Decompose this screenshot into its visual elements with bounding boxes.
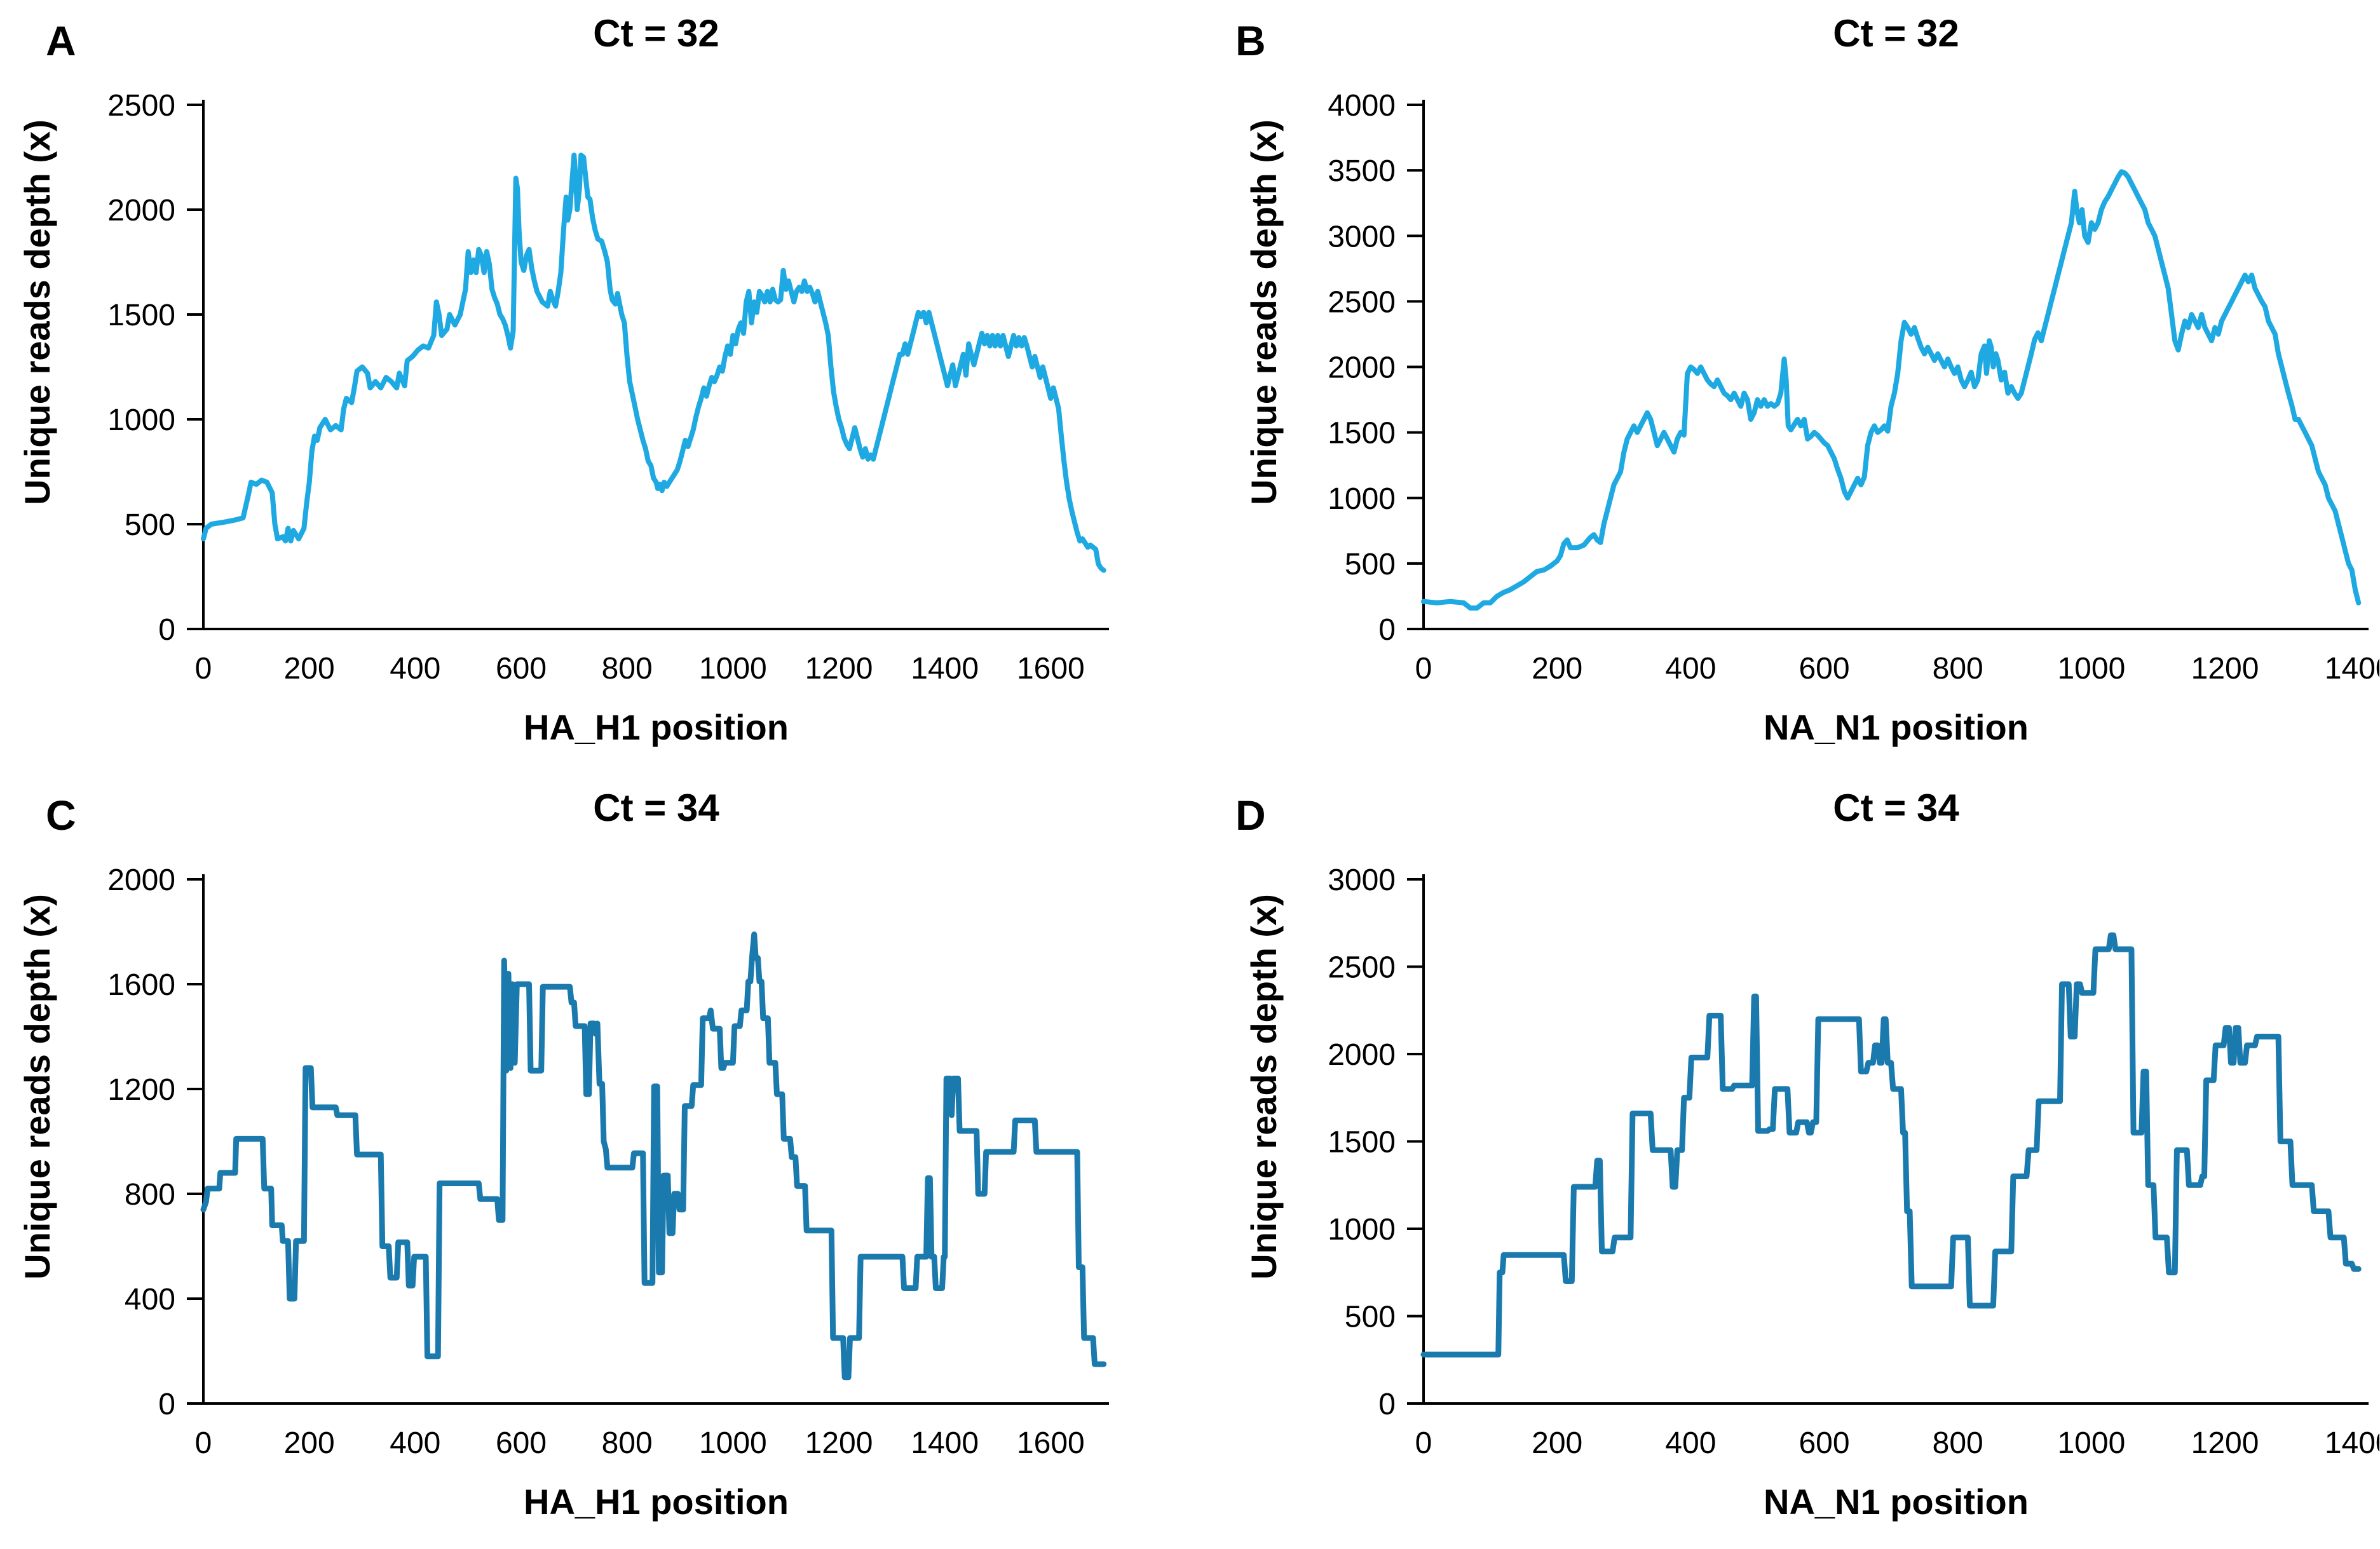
x-tick-label: 200 <box>1532 1426 1582 1460</box>
panel-letter-a: A <box>46 17 76 64</box>
x-tick-label: 0 <box>195 1426 212 1460</box>
x-tick-label: 600 <box>1799 1426 1849 1460</box>
y-tick-label: 0 <box>1378 613 1396 647</box>
x-tick-label: 1400 <box>911 652 979 686</box>
panel-b: B Ct = 32 Unique reads depth (x) 0 500 100… <box>1190 0 2380 774</box>
y-tick-label: 1500 <box>1328 417 1396 450</box>
x-tick-label: 1400 <box>911 1426 979 1460</box>
panel-a: A Ct = 32 Unique reads depth (x) 0 500 100… <box>0 0 1190 774</box>
y-tick-label: 2000 <box>107 194 175 227</box>
y-tick-label: 3500 <box>1328 154 1396 188</box>
x-tick-label: 600 <box>496 1426 547 1460</box>
x-tick-label: 800 <box>602 652 653 686</box>
depth-series-c <box>200 931 1107 1381</box>
x-axis-label-c: HA_H1 position <box>524 1482 789 1522</box>
y-tick-label: 2500 <box>1328 285 1396 319</box>
y-tick-label: 800 <box>125 1178 175 1212</box>
x-tick-label: 1000 <box>699 652 767 686</box>
x-tick-label: 800 <box>1933 652 1983 686</box>
y-tick-label: 2000 <box>107 863 175 897</box>
panel-letter-c: C <box>46 792 76 839</box>
x-tick-label: 1600 <box>1017 652 1085 686</box>
y-tick-label: 1000 <box>1328 1213 1396 1247</box>
x-tick-label: 800 <box>602 1426 653 1460</box>
x-axis-label-d: NA_N1 position <box>1764 1482 2029 1522</box>
x-tick-label: 1000 <box>699 1426 767 1460</box>
y-tick-label: 500 <box>125 508 175 542</box>
y-tick-label: 1500 <box>1328 1126 1396 1160</box>
x-tick-label: 600 <box>1799 652 1849 686</box>
panel-d: D Ct = 34 Unique reads depth (x) 0 500 100… <box>1190 774 2380 1549</box>
x-tick-label: 400 <box>1665 652 1716 686</box>
x-tick-label: 400 <box>1665 1426 1716 1460</box>
y-tick-label: 3000 <box>1328 220 1396 254</box>
y-tick-label: 500 <box>1345 1301 1396 1334</box>
y-tick-label: 2500 <box>107 89 175 123</box>
x-tick-label: 0 <box>1415 652 1432 686</box>
y-tick-label: 1600 <box>107 968 175 1002</box>
panel-letter-d: D <box>1235 792 1266 839</box>
y-tick-label: 1000 <box>1328 482 1396 516</box>
panel-title-b: Ct = 32 <box>1833 12 1959 55</box>
panel-c: C Ct = 34 Unique reads depth (x) 0 400 800… <box>0 774 1190 1549</box>
x-tick-label: 1400 <box>2325 1426 2379 1460</box>
y-tick-label: 3000 <box>1328 863 1396 897</box>
x-tick-label: 0 <box>195 652 212 686</box>
y-tick-label: 2000 <box>1328 351 1396 385</box>
x-tick-label: 1600 <box>1017 1426 1085 1460</box>
line-chart-b: 0 500 1000 1500 2000 2500 3000 3500 4000 0 200 400 6… <box>1328 89 2379 686</box>
x-tick-label: 0 <box>1415 1426 1432 1460</box>
x-tick-label: 1200 <box>2191 1426 2259 1460</box>
depth-series-b <box>1421 169 2362 611</box>
y-tick-label: 1500 <box>107 299 175 332</box>
y-tick-label: 0 <box>158 613 175 647</box>
x-tick-label: 1200 <box>805 652 873 686</box>
x-tick-label: 1000 <box>2057 652 2125 686</box>
x-tick-label: 400 <box>390 652 440 686</box>
line-chart-d: 0 500 1000 1500 2000 2500 3000 0 200 400 600 800 100… <box>1328 863 2379 1460</box>
y-tick-label: 2500 <box>1328 951 1396 985</box>
x-tick-label: 1200 <box>805 1426 873 1460</box>
x-tick-label: 1400 <box>2325 652 2379 686</box>
panel-title-d: Ct = 34 <box>1833 787 1959 829</box>
panel-title-a: Ct = 32 <box>593 12 719 55</box>
x-tick-label: 1200 <box>2191 652 2259 686</box>
panel-letter-b: B <box>1235 17 1266 64</box>
y-tick-label: 4000 <box>1328 89 1396 123</box>
line-chart-a: 0 500 1000 1500 2000 2500 0 200 400 600 800 1000 120… <box>107 89 1109 686</box>
x-tick-label: 200 <box>284 1426 335 1460</box>
x-tick-label: 800 <box>1933 1426 1983 1460</box>
y-tick-label: 1200 <box>107 1073 175 1107</box>
line-chart-c: 0 400 800 1200 1600 2000 0 200 400 600 800 1000 1200… <box>107 863 1109 1460</box>
panel-title-c: Ct = 34 <box>593 787 719 829</box>
y-tick-label: 400 <box>125 1283 175 1316</box>
x-tick-label: 400 <box>390 1426 440 1460</box>
x-axis-label-a: HA_H1 position <box>524 707 789 747</box>
y-tick-label: 0 <box>1378 1388 1396 1421</box>
y-tick-label: 2000 <box>1328 1038 1396 1072</box>
x-axis-label-b: NA_N1 position <box>1764 707 2029 747</box>
y-tick-label: 1000 <box>107 403 175 437</box>
y-tick-label: 0 <box>158 1388 175 1421</box>
depth-series-d <box>1420 932 2362 1358</box>
x-tick-label: 600 <box>496 652 547 686</box>
depth-series-a <box>201 152 1106 573</box>
y-tick-label: 500 <box>1345 548 1396 581</box>
x-tick-label: 200 <box>284 652 335 686</box>
x-tick-label: 1000 <box>2057 1426 2125 1460</box>
x-tick-label: 200 <box>1532 652 1582 686</box>
